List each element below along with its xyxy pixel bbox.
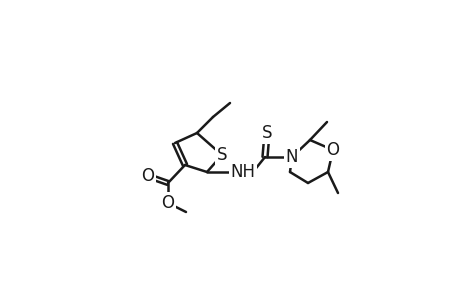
Text: O: O — [326, 141, 339, 159]
Text: NH: NH — [230, 163, 255, 181]
Text: O: O — [141, 167, 154, 185]
Text: S: S — [261, 124, 272, 142]
Text: S: S — [216, 146, 227, 164]
Text: O: O — [161, 194, 174, 212]
Text: N: N — [285, 148, 297, 166]
